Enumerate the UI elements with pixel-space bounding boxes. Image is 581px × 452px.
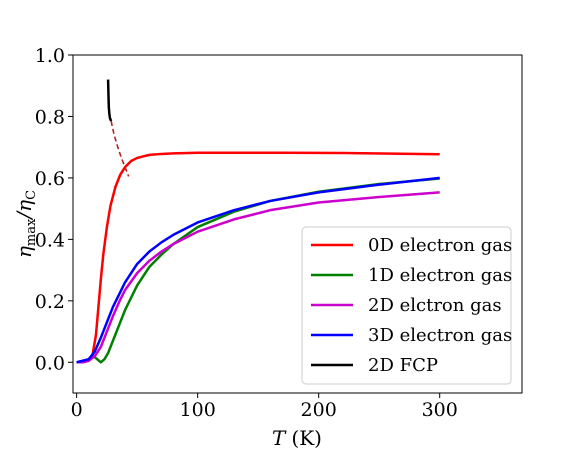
y-axis-symbol: η	[12, 246, 36, 258]
x-tick-label: 0	[71, 399, 83, 421]
y-tick-label: 0.0	[35, 352, 65, 374]
y-axis-label: ηmax/ηC	[12, 190, 39, 258]
axes-frame	[72, 54, 523, 394]
y-tick-label: 0.6	[35, 168, 65, 190]
y-tick-label: 0.4	[35, 229, 65, 251]
series-line-4	[106, 79, 113, 122]
y-axis-sub2: C	[24, 190, 39, 200]
legend-label: 2D elctron gas	[368, 295, 502, 316]
x-axis-symbol: T	[272, 426, 287, 450]
series-line-5	[110, 120, 130, 177]
legend: 0D electron gas 1D electron gas 2D elctron…	[301, 226, 512, 385]
legend-label: 2D FCP	[368, 355, 438, 376]
x-tick-label: 300	[422, 399, 458, 421]
y-tick-label: 0.2	[35, 291, 65, 313]
x-axis-unit: (K)	[291, 426, 322, 450]
legend-label: 3D electron gas	[368, 325, 512, 346]
y-axis-sep: /η	[12, 200, 36, 221]
x-axis-label: T (K)	[272, 426, 322, 450]
x-tick-label: 100	[180, 399, 216, 421]
legend-label: 1D electron gas	[368, 265, 512, 286]
series-layer	[76, 79, 440, 364]
x-tick-label: 200	[301, 399, 337, 421]
series-line-2	[76, 191, 440, 364]
y-tick-label: 0.8	[35, 106, 65, 128]
ticks-layer: 0 100 200 300 0.0 0.2 0.4 0.6 0.8 1.0	[35, 45, 458, 421]
legend-box	[301, 226, 512, 385]
y-axis-sub: max	[24, 218, 39, 246]
series-line-3	[76, 176, 440, 364]
legend-label: 0D electron gas	[368, 235, 512, 256]
series-line-0	[76, 151, 440, 364]
y-tick-label: 1.0	[35, 45, 65, 67]
